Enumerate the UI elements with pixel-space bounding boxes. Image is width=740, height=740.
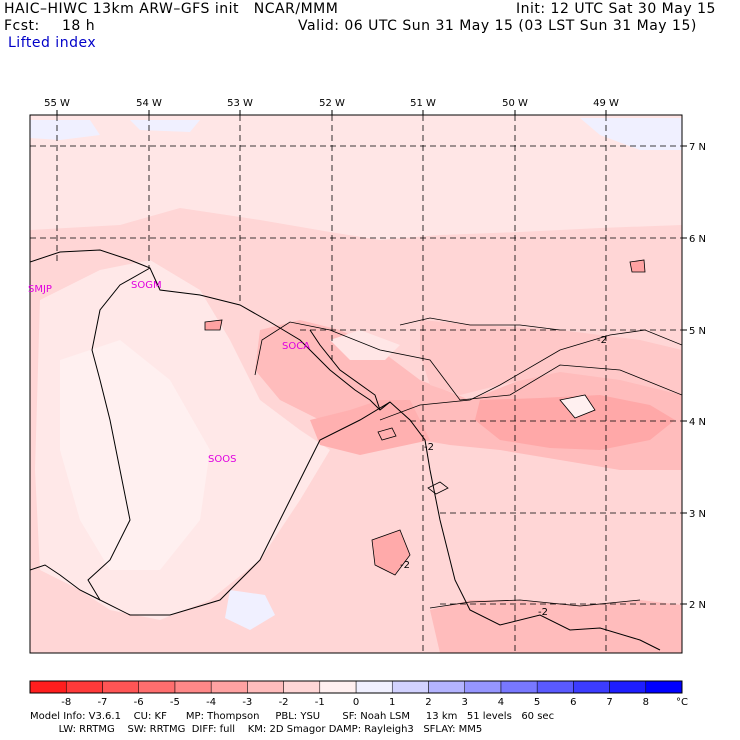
colorbar-swatch (609, 680, 647, 694)
lifted-index-field (30, 115, 682, 653)
lat-label: 4 N (689, 417, 706, 428)
colorbar-tick-label: 8 (643, 697, 649, 708)
colorbar-swatch (391, 680, 429, 694)
colorbar-tick-label: -2 (279, 697, 289, 708)
colorbar-tick-label: 7 (606, 697, 612, 708)
colorbar-swatch (29, 680, 67, 694)
colorbar-swatch (283, 680, 321, 694)
forecast-hour: 18 h (62, 18, 96, 34)
latlon-grid (30, 115, 682, 653)
lat-label: 7 N (689, 142, 706, 153)
colorbar-tick-label: 3 (461, 697, 467, 708)
model-title: HAIC–HIWC 13km ARW–GFS init NCAR/MMM (4, 1, 339, 17)
contour-label: -2 (597, 335, 607, 346)
station-label: SMJP (28, 284, 52, 295)
lon-label: 54 W (136, 98, 162, 109)
station-label: SOGM (131, 280, 162, 291)
forecast-label: Fcst: (4, 18, 40, 34)
field-name: Lifted index (8, 35, 97, 51)
colorbar-swatch (573, 680, 610, 694)
colorbar-swatch (500, 680, 538, 694)
colorbar-tick-label: 0 (353, 697, 359, 708)
colorbar-swatch (138, 680, 176, 694)
colorbar-swatch (464, 680, 502, 694)
colorbar-swatch (210, 680, 248, 694)
lon-label: 53 W (227, 98, 253, 109)
colorbar-tick-label: -8 (61, 697, 71, 708)
colorbar-swatch (102, 680, 139, 694)
colorbar-swatch (355, 680, 393, 694)
colorbar-swatch (536, 680, 574, 694)
valid-time: Valid: 06 UTC Sun 31 May 15 (03 LST Sun … (298, 18, 697, 34)
lon-label: 55 W (44, 98, 70, 109)
lat-label: 6 N (689, 234, 706, 245)
station-label: SOOS (208, 454, 236, 465)
colorbar-tick-label: -7 (97, 697, 107, 708)
colorbar (29, 680, 683, 694)
lon-label: 50 W (502, 98, 528, 109)
colorbar-tick-label: 4 (498, 697, 504, 708)
model-info-line2: LW: RRTMG SW: RRTMG DIFF: full KM: 2D Sm… (30, 724, 483, 735)
colorbar-tick-label: -1 (315, 697, 325, 708)
colorbar-tick-label: 1 (389, 697, 395, 708)
colorbar-swatch (174, 680, 212, 694)
station-labels: SMJP SOGM SOCA SOOS (28, 280, 310, 465)
lon-label: 51 W (410, 98, 436, 109)
contour-label: -2 (538, 607, 548, 618)
lat-label: 2 N (689, 600, 706, 611)
lon-label: 52 W (319, 98, 345, 109)
colorbar-tick-label: 6 (570, 697, 576, 708)
contour-label: -2 (424, 442, 434, 453)
contour-value-labels: -2 -2 -2 -2 (400, 335, 607, 618)
colorbar-tick-label: -5 (170, 697, 180, 708)
colorbar-unit: °C (676, 697, 688, 708)
colorbar-tick-label: -6 (134, 697, 144, 708)
colorbar-swatch (319, 680, 357, 694)
colorbar-swatch (428, 680, 465, 694)
lat-label: 5 N (689, 326, 706, 337)
colorbar-swatch (645, 680, 683, 694)
longitude-labels: 55 W 54 W 53 W 52 W 51 W 50 W 49 W (44, 98, 619, 109)
colorbar-tick-label: -3 (242, 697, 252, 708)
model-info-line1: Model Info: V3.6.1 CU: KF MP: Thompson P… (30, 711, 555, 722)
axis-ticks (56, 110, 687, 605)
station-label: SOCA (282, 341, 310, 352)
lat-label: 3 N (689, 509, 706, 520)
contour-label: -2 (400, 560, 410, 571)
init-time: Init: 12 UTC Sat 30 May 15 (516, 1, 716, 17)
colorbar-labels: -8 -7 -6 -5 -4 -3 -2 -1 0 1 2 3 4 5 6 7 8 (61, 697, 649, 708)
latitude-labels: 7 N 6 N 5 N 4 N 3 N 2 N (689, 142, 706, 611)
coastlines-borders (30, 249, 661, 651)
colorbar-frame (29, 680, 683, 694)
map-frame (29, 114, 683, 654)
colorbar-tick-label: 2 (425, 697, 431, 708)
colorbar-tick-label: -4 (206, 697, 216, 708)
colorbar-swatch (247, 680, 284, 694)
colorbar-swatch (65, 680, 103, 694)
lon-label: 49 W (593, 98, 619, 109)
colorbar-tick-label: 5 (534, 697, 540, 708)
